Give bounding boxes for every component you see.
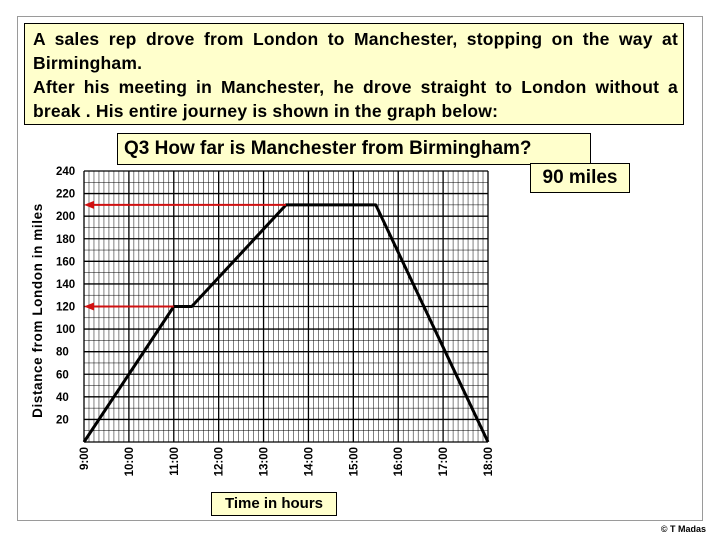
- y-tick-label: 140: [56, 279, 75, 291]
- red-arrow-head: [84, 302, 94, 311]
- chart-ticks: 20 40 60 80 100 120 140 160 180 200 220 240 9:00 10:0…: [56, 166, 495, 476]
- intro-line-1: A sales rep drove from London to Manches…: [33, 29, 678, 73]
- x-tick-label: 14:00: [303, 447, 315, 476]
- credit-text: © T Madas: [660, 524, 706, 534]
- x-axis-label: Time in hours: [211, 492, 337, 516]
- y-tick-label: 160: [56, 256, 75, 268]
- question-box: Q3 How far is Manchester from Birmingham…: [117, 133, 591, 165]
- x-tick-label: 9:00: [79, 447, 91, 470]
- x-tick-label: 11:00: [169, 447, 181, 476]
- intro-text-box: A sales rep drove from London to Manches…: [24, 23, 684, 125]
- y-axis-label: Distance from London in miles: [30, 203, 45, 418]
- y-tick-label: 180: [56, 234, 75, 246]
- chart-annotations: [84, 200, 286, 311]
- answer-box: 90 miles: [530, 163, 630, 193]
- chart-series: [82, 203, 490, 443]
- y-tick-label: 200: [56, 211, 75, 223]
- x-tick-label: 13:00: [259, 447, 271, 476]
- x-tick-label: 15:00: [348, 447, 360, 476]
- y-tick-label: 20: [56, 414, 69, 426]
- journey-line: [82, 203, 490, 443]
- y-tick-label: 80: [56, 347, 69, 359]
- intro-line-2: After his meeting in Manchester, he drov…: [33, 77, 678, 121]
- y-tick-label: 220: [56, 189, 75, 201]
- y-tick-label: 240: [56, 166, 75, 178]
- y-tick-label: 100: [56, 324, 75, 336]
- x-tick-label: 12:00: [214, 447, 226, 476]
- y-tick-label: 120: [56, 302, 75, 314]
- x-tick-label: 18:00: [483, 447, 495, 476]
- y-tick-label: 60: [56, 369, 69, 381]
- x-tick-label: 10:00: [124, 447, 136, 476]
- slide-frame: [17, 16, 703, 521]
- x-tick-label: 16:00: [393, 447, 405, 476]
- y-tick-label: 40: [56, 392, 69, 404]
- x-tick-label: 17:00: [438, 447, 450, 476]
- red-arrow-head: [84, 200, 94, 209]
